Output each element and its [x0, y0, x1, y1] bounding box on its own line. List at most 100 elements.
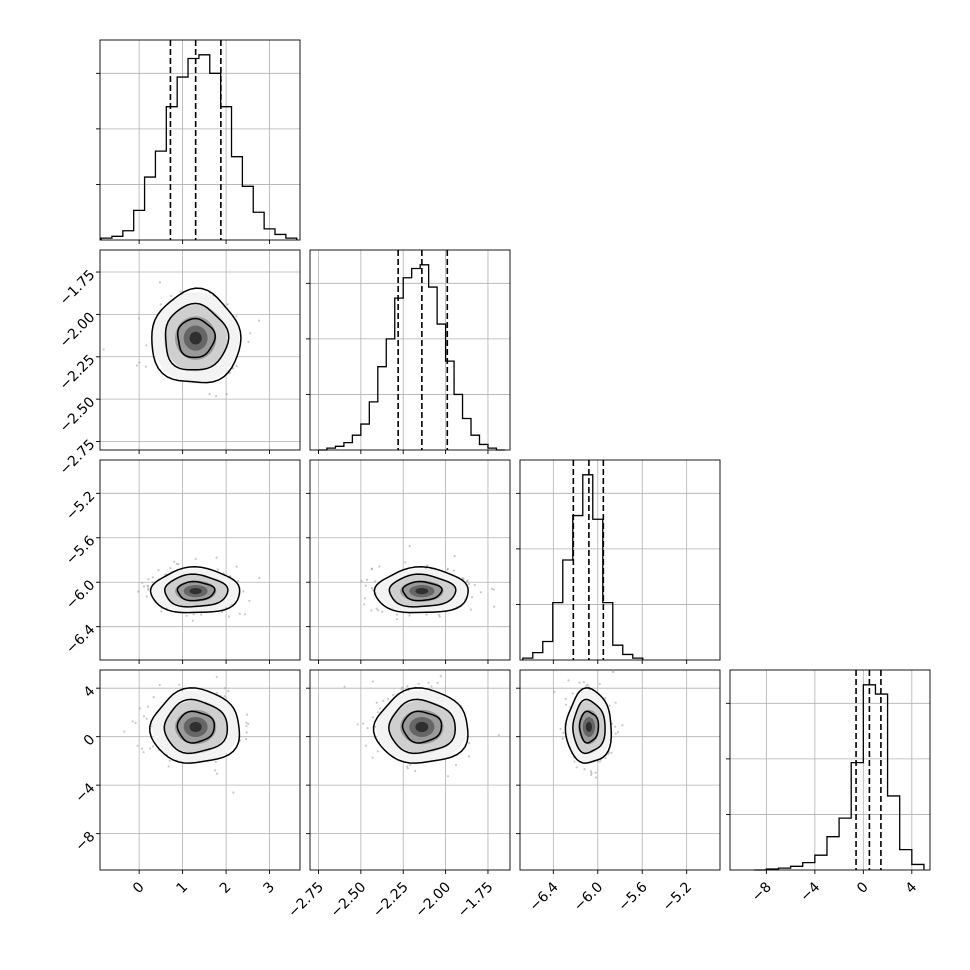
sample-point: [371, 716, 374, 719]
contour-inner: [149, 566, 241, 614]
sample-point: [582, 681, 585, 684]
sample-point: [223, 687, 226, 690]
sample-point: [245, 725, 248, 728]
sample-point: [471, 596, 474, 599]
sample-point: [245, 737, 248, 741]
sample-point: [425, 613, 428, 616]
panel-3-0: [96, 669, 301, 874]
sample-point: [142, 715, 145, 718]
sample-point: [225, 393, 228, 396]
sample-point: [377, 609, 380, 612]
sample-point: [235, 565, 238, 568]
sample-point: [466, 579, 469, 582]
panel-3-2: [516, 669, 721, 874]
density-level-4: [585, 721, 593, 733]
y-tick-label: −2.50: [57, 394, 99, 436]
x-tick-label: −2.50: [328, 879, 370, 921]
y-tick-label: −8: [72, 829, 98, 855]
sample-point: [158, 281, 161, 284]
sample-point: [151, 581, 154, 584]
panel-frame: [99, 39, 301, 241]
panel-3-3: [726, 669, 931, 874]
sample-point: [173, 560, 176, 563]
sample-point: [214, 769, 217, 772]
sample-point: [152, 745, 155, 748]
sample-point: [175, 562, 178, 566]
sample-point: [401, 686, 404, 689]
sample-point: [146, 705, 150, 708]
density-level-4: [415, 588, 429, 595]
sample-point: [571, 692, 574, 695]
sample-point: [144, 365, 148, 368]
sample-point: [215, 691, 218, 694]
density-level-4: [189, 331, 202, 345]
y-tick-label: −1.75: [57, 267, 99, 309]
sample-point: [356, 723, 359, 726]
sample-point: [575, 766, 578, 769]
sample-point: [185, 614, 188, 617]
panel-2-1: [306, 459, 511, 664]
sample-point: [406, 765, 409, 768]
sample-point: [381, 610, 384, 613]
x-tick-label: 0: [130, 879, 148, 897]
y-tick-label: −2.00: [57, 309, 99, 351]
sample-point: [237, 579, 240, 583]
sample-point: [159, 303, 162, 306]
histogram-0: [100, 54, 298, 240]
sample-point: [214, 760, 217, 763]
sample-point: [379, 707, 382, 710]
sample-point: [492, 588, 495, 591]
sample-point: [614, 725, 617, 728]
sample-point: [177, 563, 180, 566]
sample-point: [215, 395, 218, 398]
sample-point: [387, 698, 390, 701]
sample-point: [141, 581, 144, 584]
sample-point: [406, 767, 409, 770]
sample-point: [157, 569, 160, 572]
sample-point: [249, 332, 252, 335]
sample-point: [131, 720, 134, 723]
sample-point: [145, 344, 148, 347]
sample-point: [227, 615, 230, 618]
sample-point: [178, 683, 181, 686]
histogram-1: [318, 264, 505, 451]
sample-point: [363, 597, 366, 600]
sample-point: [191, 619, 194, 622]
sample-point: [395, 618, 399, 621]
sample-point: [493, 605, 496, 608]
sample-point: [216, 568, 219, 571]
sample-point: [454, 763, 458, 767]
contour-inner: [372, 687, 469, 764]
sample-point: [596, 760, 599, 763]
sample-point: [453, 555, 456, 558]
y-tick-label: −5.6: [63, 533, 98, 568]
sample-point: [553, 690, 556, 693]
contour-middle: [388, 573, 457, 608]
contour-inner: [149, 687, 241, 764]
sample-point: [242, 590, 245, 593]
sample-point: [408, 614, 411, 617]
sample-point: [564, 697, 567, 701]
sample-point: [135, 364, 138, 367]
panel-frame: [309, 249, 511, 451]
sample-point: [614, 732, 617, 735]
sample-point: [158, 683, 161, 687]
scatter-points: [553, 670, 624, 779]
sample-point: [607, 752, 610, 755]
sample-point: [469, 608, 472, 611]
sample-point: [562, 731, 565, 735]
x-tick-label: −2.25: [370, 879, 412, 921]
sample-point: [583, 768, 586, 771]
x-tick-label: −6.4: [526, 879, 561, 914]
sample-point: [437, 613, 441, 616]
panel-frame: [99, 249, 301, 451]
sample-point: [208, 392, 211, 396]
sample-point: [145, 595, 148, 598]
sample-point: [439, 675, 442, 678]
sample-point: [227, 690, 230, 693]
sample-point: [360, 579, 363, 583]
sample-point: [169, 567, 172, 570]
panel-2-0: [96, 459, 301, 664]
scatter-points: [343, 675, 500, 778]
